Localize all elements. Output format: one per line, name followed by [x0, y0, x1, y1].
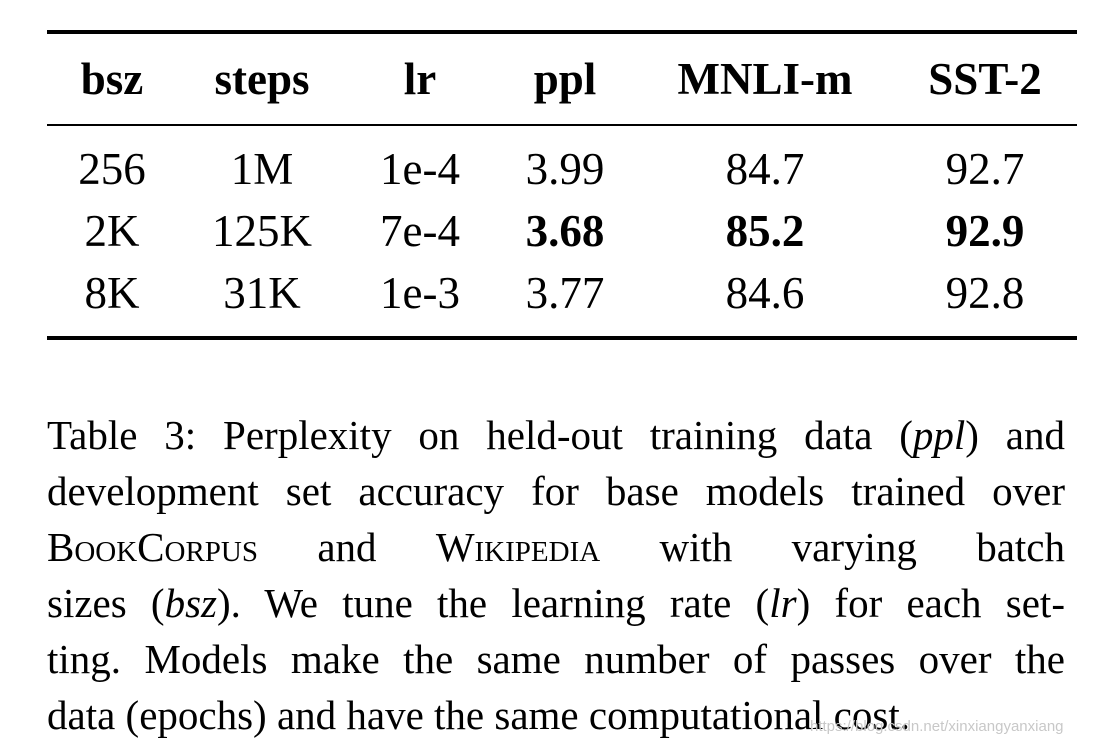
caption-line: sizes (bsz). We tune the learning rate (… [47, 575, 1065, 631]
caption-line: data (epochs) and have the same computat… [47, 687, 1065, 743]
cell: 92.8 [945, 268, 1025, 318]
header-cell: MNLI-m [677, 54, 853, 104]
cell: 31K [223, 268, 301, 318]
caption-smallcaps: BookCorpus [47, 524, 259, 570]
caption-text: development set accuracy for base models… [47, 468, 1065, 514]
caption-italic: lr [769, 580, 797, 626]
header-cell: steps [214, 54, 310, 104]
header-cell: bsz [80, 54, 144, 104]
caption-text: and [258, 524, 436, 570]
header-cell: SST-2 [928, 54, 1042, 104]
row: 2K 125K 7e-4 3.68 85.2 92.9 [47, 200, 1077, 262]
caption-text: Table 3: Perplexity on held-out training… [47, 412, 913, 458]
cell: 8K [84, 268, 140, 318]
cell: 2K [84, 206, 140, 256]
caption-smallcaps: Wikipedia [435, 524, 601, 570]
cell: 84.6 [725, 268, 805, 318]
cell: 3.68 [525, 206, 605, 256]
caption-text: ) and [965, 412, 1065, 458]
caption-text: with varying batch [600, 524, 1066, 570]
cell: 256 [78, 144, 146, 194]
cell: 1e-4 [380, 144, 460, 194]
row: 256 1M 1e-4 3.99 84.7 92.7 [47, 125, 1077, 200]
caption-italic: ppl [912, 412, 966, 458]
row: 8K 31K 1e-3 3.77 84.6 92.8 [47, 262, 1077, 338]
cell: 1M [230, 144, 294, 194]
watermark: https://blog.csdn.net/xinxiangyanxiang [810, 718, 1064, 735]
caption-text: ). We tune the learning rate ( [217, 580, 770, 626]
cell: 85.2 [725, 206, 805, 256]
caption-text: data (epochs) and have the same computat… [47, 692, 910, 738]
cell: 3.99 [525, 144, 605, 194]
cell: 1e-3 [380, 268, 460, 318]
header-row: bsz steps lr ppl MNLI-m SST-2 [47, 32, 1077, 125]
cell: 3.77 [525, 268, 605, 318]
cell: 92.7 [945, 144, 1025, 194]
caption-text: sizes ( [47, 580, 165, 626]
caption-line: Table 3: Perplexity on held-out training… [47, 407, 1065, 463]
caption-line: ting. Models make the same number of pas… [47, 631, 1065, 687]
caption-text: ) for each set- [796, 580, 1065, 626]
header-cell: lr [403, 54, 437, 104]
cell: 92.9 [945, 206, 1025, 256]
cell: 7e-4 [380, 206, 460, 256]
caption-italic: bsz [164, 580, 217, 626]
cell: 84.7 [725, 144, 805, 194]
caption-text: ting. Models make the same number of pas… [47, 636, 1065, 682]
header-cell: ppl [533, 54, 597, 104]
caption-line: development set accuracy for base models… [47, 463, 1065, 519]
caption: Table 3: Perplexity on held-out training… [47, 407, 1065, 743]
results-table: bsz steps lr ppl MNLI-m SST-2 256 1M 1e-… [47, 30, 1077, 340]
caption-line: BookCorpus and Wikipedia with varying ba… [47, 519, 1065, 575]
cell: 125K [212, 206, 312, 256]
